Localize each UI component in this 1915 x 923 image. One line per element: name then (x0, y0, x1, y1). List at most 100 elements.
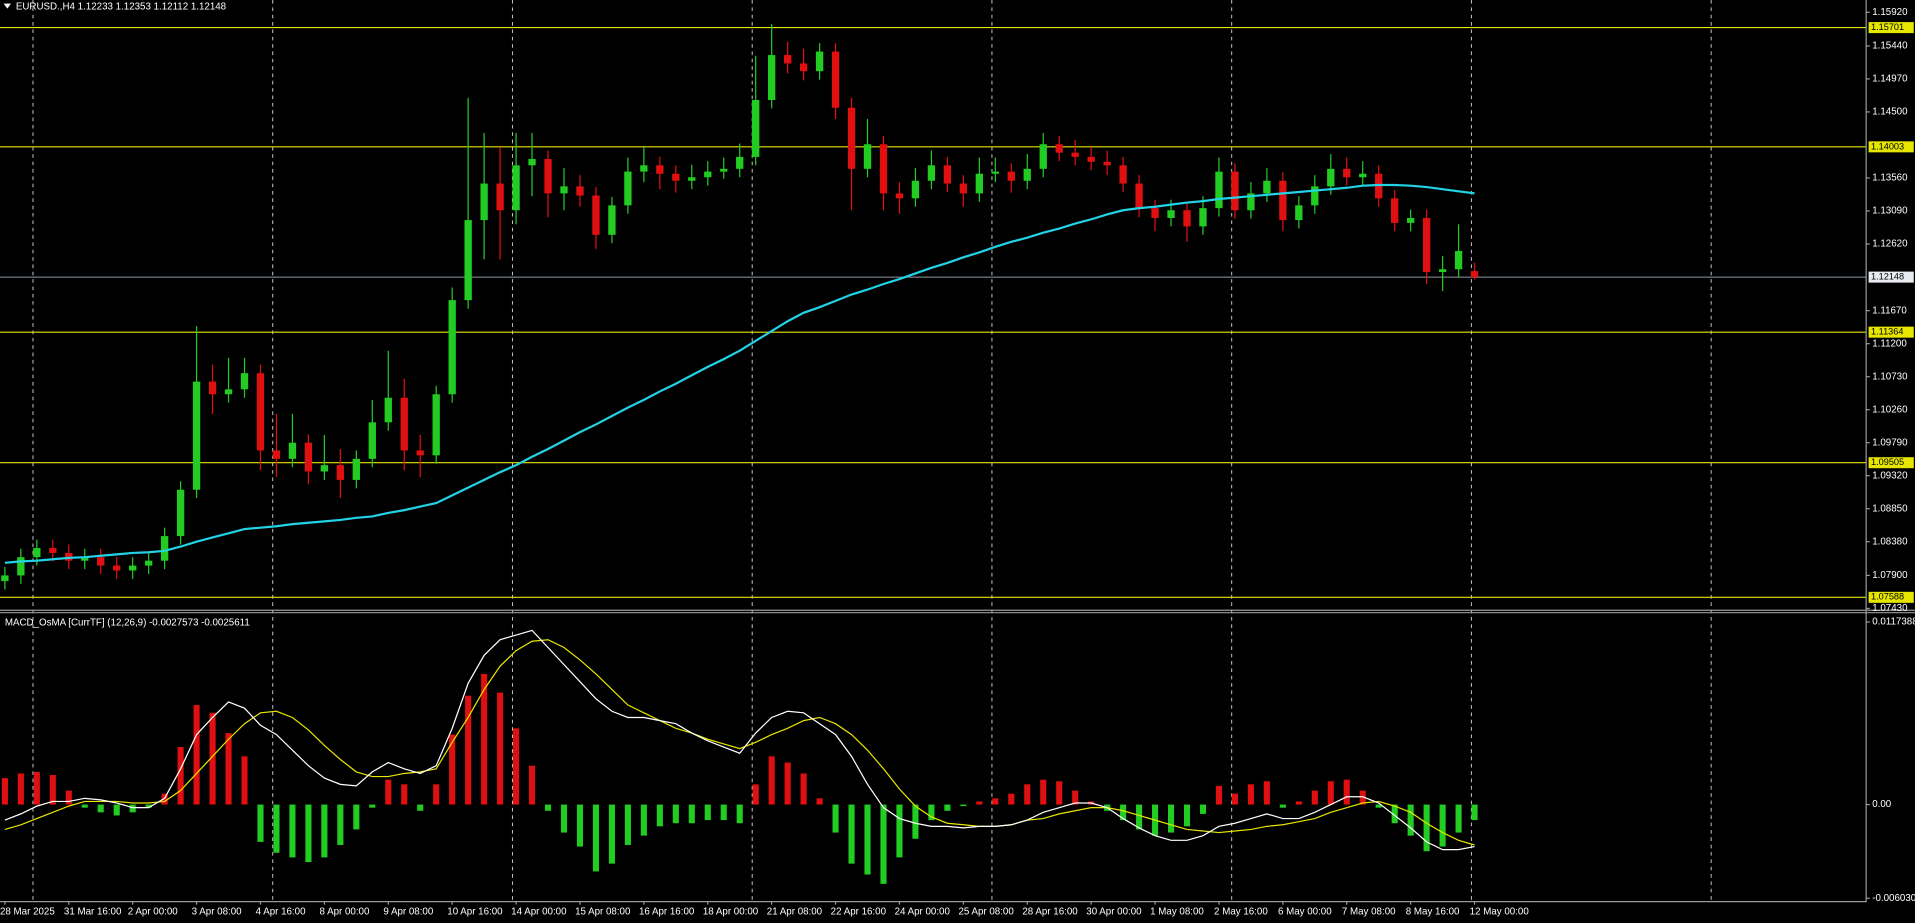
candle-body (1103, 161, 1111, 166)
histogram-bar (1247, 784, 1254, 805)
histogram-bar (1199, 804, 1207, 814)
candle-body (768, 55, 776, 100)
histogram-bar (353, 804, 360, 830)
candle-body (799, 63, 808, 72)
x-tick-label: 8 Apr 00:00 (319, 907, 369, 918)
histogram-bar (1231, 793, 1238, 805)
candle-body (304, 442, 313, 472)
histogram-bar (800, 773, 807, 805)
y-tick-label: 0.0117388 (1872, 617, 1915, 628)
histogram-bar (465, 695, 472, 805)
candle-body (1263, 180, 1271, 194)
price-label: 1.12148 (1871, 272, 1904, 282)
moving-average (4, 183, 1475, 564)
candle-body (528, 158, 536, 166)
candle-body (320, 465, 329, 472)
candle-body (432, 394, 440, 456)
x-tick-label: 14 Apr 00:00 (511, 907, 567, 918)
histogram-bar (640, 804, 647, 836)
y-tick-label: 1.13560 (1872, 173, 1908, 184)
candle-body (895, 193, 904, 199)
candle-body (288, 442, 297, 459)
candle-body (1023, 168, 1031, 181)
level-label-box (1868, 457, 1914, 469)
candle-body (17, 557, 25, 576)
level-label: 1.14003 (1871, 141, 1904, 151)
histogram-bar (257, 804, 264, 842)
candle-body (1215, 171, 1223, 209)
histogram-bar (864, 804, 871, 875)
y-tick-label: 1.07430 (1872, 603, 1908, 614)
histogram-bar (688, 804, 695, 824)
histogram-bar (145, 804, 152, 808)
level-label-box (1868, 141, 1914, 153)
candle-body (815, 51, 824, 72)
histogram-bar (560, 804, 568, 833)
candle-body (1135, 183, 1143, 209)
x-tick-label: 31 Mar 16:00 (64, 907, 122, 918)
histogram-bar (928, 804, 935, 821)
histogram-bar (752, 784, 759, 805)
candle-body (1422, 217, 1431, 273)
candle-body (736, 156, 744, 169)
candle-body (624, 171, 632, 206)
histogram-bar (1327, 781, 1334, 805)
menu-arrow[interactable] (3, 3, 11, 9)
histogram-bar (321, 804, 328, 858)
y-tick-label: 1.10730 (1872, 371, 1908, 382)
candle-body (1071, 152, 1079, 157)
histogram-bar (1215, 785, 1223, 805)
candle-body (943, 165, 952, 184)
y-tick-label: 1.13090 (1872, 206, 1908, 217)
level-label: 1.09505 (1871, 457, 1904, 467)
histogram-bar (225, 733, 232, 805)
candle-body (400, 397, 408, 451)
histogram-bar (337, 804, 344, 845)
histogram-bar (1343, 779, 1350, 805)
histogram-bar (720, 804, 727, 821)
candle-body (1359, 173, 1367, 178)
x-tick-label: 7 May 08:00 (1342, 907, 1396, 918)
price-label-box (1868, 271, 1914, 283)
candle-body (1183, 210, 1191, 227)
x-tick-label: 2 May 16:00 (1214, 907, 1268, 918)
candle-body (336, 465, 345, 480)
histogram-bar (481, 673, 488, 805)
candle-body (560, 186, 568, 194)
candle-body (576, 186, 584, 196)
histogram-bar (880, 804, 887, 884)
candle-body (672, 173, 680, 181)
candle-body (1, 575, 9, 582)
x-tick-label: 22 Apr 16:00 (831, 907, 887, 918)
candle-body (192, 381, 201, 490)
candle-body (49, 548, 57, 553)
histogram-bar (1359, 790, 1366, 805)
histogram-bar (704, 804, 711, 821)
candle-body (927, 165, 936, 181)
level-label-box (1868, 326, 1914, 338)
candle-body (1343, 168, 1351, 178)
x-tick-label: 18 Apr 00:00 (703, 907, 759, 918)
candle-body (752, 99, 760, 157)
macd-line (4, 629, 1475, 851)
level-label-box (1868, 591, 1914, 603)
histogram-bar (768, 756, 775, 805)
candle-body (959, 183, 968, 194)
y-tick-label: 1.09320 (1872, 470, 1908, 481)
x-tick-label: 24 Apr 00:00 (895, 907, 951, 918)
candle-body (592, 195, 600, 235)
histogram-bar (49, 775, 56, 805)
histogram-bar (528, 765, 536, 805)
candle-body (33, 548, 41, 558)
x-tick-label: 2 Apr 00:00 (128, 907, 178, 918)
candle-body (1279, 180, 1287, 221)
histogram-bar (81, 804, 88, 808)
candle-body (863, 144, 872, 169)
candle-body (1327, 168, 1335, 187)
y-tick-label: 0.00 (1872, 799, 1892, 810)
candle-body (480, 183, 488, 221)
histogram-bar (97, 804, 104, 813)
labels: 1.15920 1.15440 1.14970 1.14500 1.13560 1.130… (0, 7, 1915, 918)
axes: EURUSD.,H4 1.12233 1.12353 1.12112 1.121… (0, 0, 1915, 903)
